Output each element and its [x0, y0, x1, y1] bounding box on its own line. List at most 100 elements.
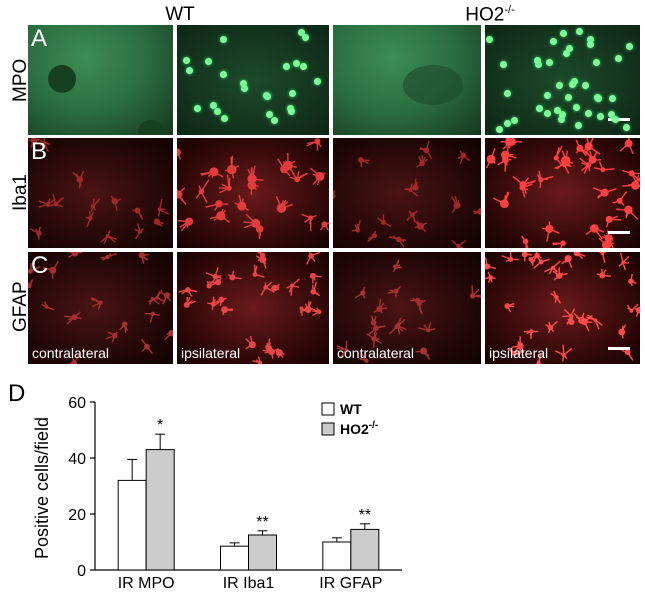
cell-layer: [333, 140, 481, 248]
cell-dot: [263, 93, 271, 101]
glial-cell: [585, 224, 604, 240]
glial-cell: [367, 230, 377, 243]
panel-mpo-ho2-ipsi: [485, 25, 640, 135]
cell-dot: [543, 109, 551, 117]
glial-cell: [542, 221, 560, 242]
glial-cell: [105, 331, 118, 343]
glial-cell: [306, 138, 322, 151]
glial-cell: [234, 194, 249, 212]
legend-swatch: [321, 402, 335, 416]
cell-layer: [485, 252, 640, 364]
glial-cell: [38, 198, 56, 208]
panel-letter-d: D: [8, 380, 26, 407]
cell-dot: [314, 77, 322, 85]
glial-cell: [616, 205, 639, 220]
cell-dot: [625, 42, 633, 50]
glial-cell: [550, 290, 562, 304]
panel-iba1-wt-contra: B: [28, 138, 173, 248]
glial-cell: [275, 349, 285, 359]
glial-cell: [28, 138, 41, 148]
cell-dot: [301, 33, 309, 41]
cell-dot: [219, 35, 227, 43]
panel-gfap-wt-contra: C contralateral: [28, 252, 173, 364]
glial-cell: [544, 260, 561, 275]
glial-cell: [555, 344, 573, 362]
glial-cell: [119, 321, 128, 333]
glial-cell: [596, 268, 611, 279]
cell-dot: [182, 57, 190, 65]
glial-cell: [265, 338, 272, 354]
glial-cell: [138, 252, 149, 264]
glial-cell: [504, 302, 515, 313]
glial-cell: [485, 257, 497, 270]
cell-dot: [569, 81, 577, 89]
cell-dot: [534, 56, 542, 64]
glial-cell: [598, 252, 607, 264]
glial-cell: [195, 179, 210, 204]
glial-cell: [200, 167, 224, 178]
cell-dot: [220, 115, 228, 123]
glial-cell: [134, 223, 144, 240]
y-tick-label: 60: [68, 395, 86, 412]
glial-cell: [573, 252, 586, 260]
glial-cell: [153, 218, 164, 227]
glial-cell: [333, 189, 336, 199]
x-tick-label: IR Iba1: [223, 575, 275, 592]
panel-iba1-ho2-ipsi: [485, 138, 640, 248]
glial-cell: [29, 226, 42, 240]
legend-label: WT: [340, 401, 362, 417]
glial-cell: [100, 252, 118, 261]
glial-cell: [144, 311, 160, 323]
glial-cell: [67, 354, 80, 364]
glial-cell: [493, 191, 510, 209]
glial-cell: [42, 261, 59, 279]
cell-dot: [282, 62, 290, 70]
cell-dot: [560, 30, 568, 38]
caption-ipsilateral: ipsilateral: [489, 345, 549, 361]
glial-cell: [413, 219, 428, 233]
cell-dot: [486, 35, 494, 43]
cell-dot: [574, 121, 582, 129]
glial-cell: [566, 314, 575, 326]
y-tick-label: 20: [68, 507, 86, 524]
glial-cell: [485, 271, 496, 283]
scale-bar: [608, 231, 630, 234]
glial-cell: [416, 154, 429, 168]
glial-cell: [245, 336, 256, 350]
glial-cell: [286, 278, 300, 296]
scale-bar: [608, 347, 630, 350]
significance-marker: **: [256, 514, 268, 531]
glial-cell: [177, 148, 182, 160]
glial-cell: [275, 195, 293, 213]
cell-layer: [28, 252, 173, 364]
glial-cell: [336, 340, 349, 359]
glial-cell: [157, 199, 170, 217]
glial-cell: [206, 278, 219, 289]
glial-cell: [255, 252, 267, 269]
glial-cell: [289, 171, 308, 183]
glial-cell: [412, 297, 426, 315]
cell-dot: [545, 59, 553, 67]
bar: [322, 541, 352, 571]
glial-cell: [406, 210, 418, 222]
glial-cell: [410, 297, 424, 306]
glial-cell: [519, 183, 533, 198]
legend-label: HO2-/-: [340, 420, 378, 437]
cell-dot: [297, 28, 305, 36]
glial-cell: [628, 273, 637, 287]
cell-dot: [503, 90, 511, 98]
cell-dot: [266, 110, 274, 118]
glial-cell: [64, 311, 82, 325]
cell-dot: [193, 104, 201, 112]
cell-dot: [209, 102, 217, 110]
cell-layer: [177, 138, 329, 239]
cell-dot: [270, 117, 278, 125]
panel-letter-b: B: [31, 138, 48, 165]
row-label-iba1: Iba1: [10, 174, 31, 212]
glial-cell: [507, 347, 524, 356]
glial-cell: [451, 239, 467, 248]
glial-cell: [368, 325, 386, 337]
glial-cell: [502, 138, 522, 150]
glial-cell: [300, 301, 312, 314]
glial-cell: [147, 297, 160, 305]
